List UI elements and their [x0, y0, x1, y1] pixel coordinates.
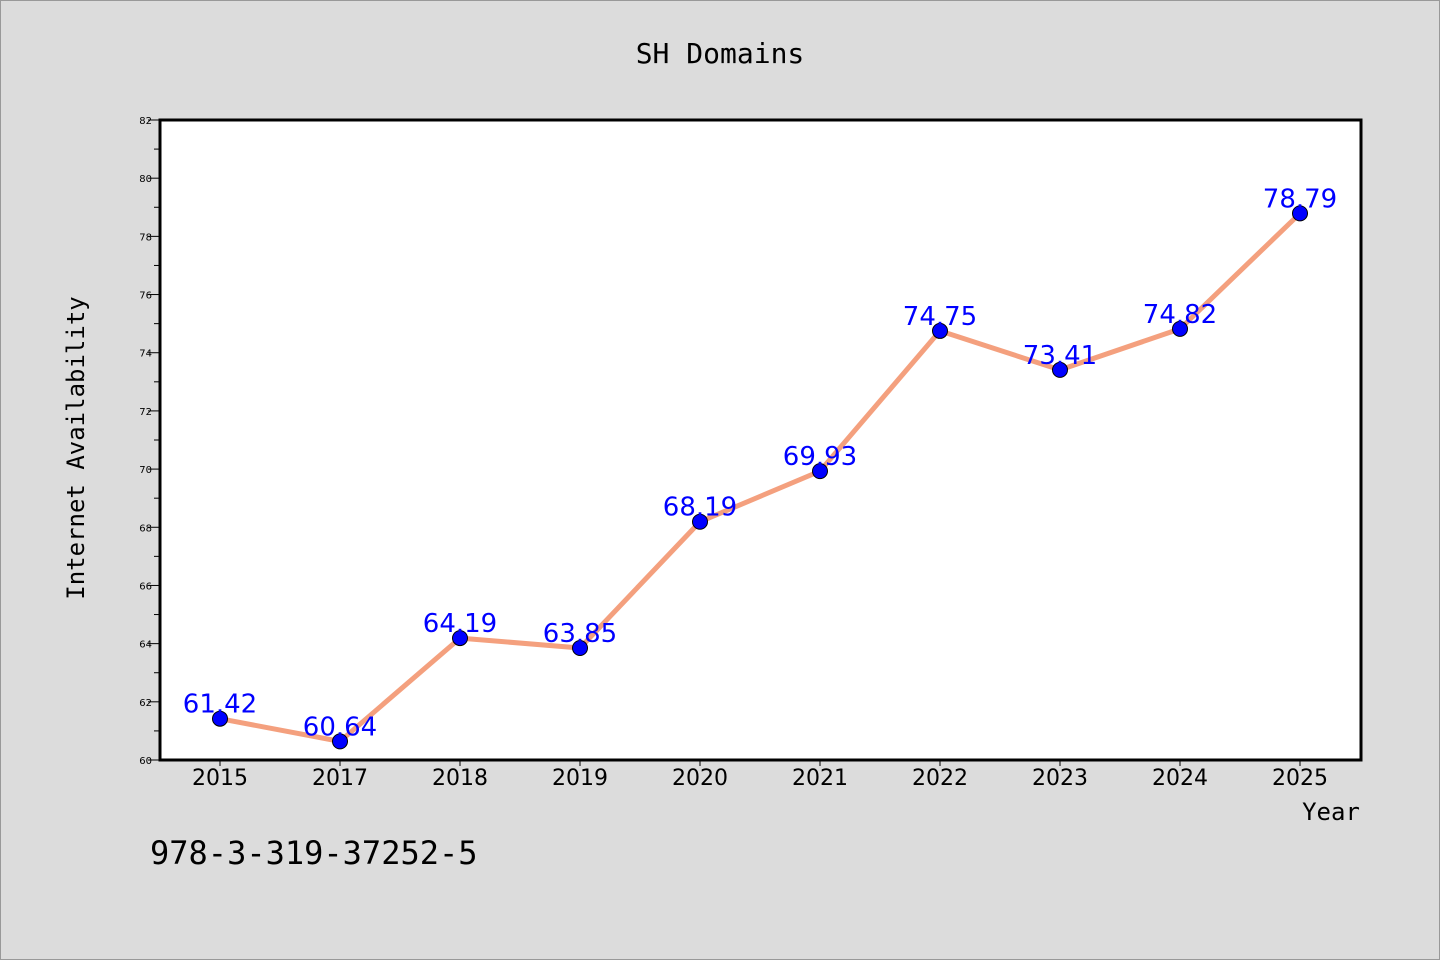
data-point-marker [1052, 361, 1068, 378]
x-tick-label: 2018 [432, 766, 488, 791]
data-point-marker [932, 322, 948, 339]
data-point-marker [212, 710, 228, 727]
data-point-marker [812, 463, 828, 480]
x-tick-label: 2020 [672, 766, 728, 791]
x-tick-label: 2025 [1272, 766, 1328, 791]
data-point-label: 61.42 [183, 690, 257, 720]
data-point-label: 68.19 [663, 493, 737, 523]
series-line-path [217, 210, 1303, 744]
data-point-marker [452, 630, 468, 647]
y-tick-label: 82 [139, 116, 152, 127]
plot-area [158, 118, 1363, 762]
y-axis-label: Internet Availability [62, 296, 90, 599]
y-tick-label: 74 [139, 349, 152, 360]
y-tick-label: 80 [139, 174, 152, 185]
data-point-marker [572, 640, 588, 656]
data-point-label: 69.93 [783, 442, 857, 472]
data-point-label: 73.41 [1023, 341, 1097, 371]
y-tick-label: 76 [139, 291, 152, 302]
y-tick-label: 64 [139, 640, 152, 651]
y-tick-label: 62 [139, 698, 152, 709]
x-tick-label: 2024 [1152, 766, 1208, 791]
isbn-annotation: 978-3-319-37252-5 [150, 834, 478, 872]
data-point-label: 74.82 [1143, 300, 1217, 330]
data-point-label: 74.75 [903, 302, 977, 332]
x-tick-label: 2017 [312, 766, 368, 791]
x-tick-label: 2021 [792, 766, 848, 791]
x-tick-label: 2015 [192, 766, 248, 791]
x-axis-label: Year [1302, 798, 1360, 826]
chart-title: SH Domains [636, 37, 805, 70]
y-tick-label: 60 [139, 756, 152, 767]
x-tick-label: 2023 [1032, 766, 1088, 791]
data-point-marker [1292, 205, 1308, 222]
y-tick-label: 72 [139, 407, 152, 418]
data-point-label: 78.79 [1263, 184, 1337, 214]
data-point-label: 60.64 [303, 712, 377, 742]
y-tick-label: 70 [139, 465, 152, 476]
data-point-marker [692, 513, 708, 530]
data-point-marker [1172, 320, 1188, 337]
x-tick-label: 2019 [552, 766, 608, 791]
data-point-marker [332, 733, 348, 750]
x-axis: 2015 2017 2018 2019 2020 2021 2022 2023 2024 2025 [192, 760, 1328, 791]
data-point-label: 63.85 [543, 619, 617, 649]
y-tick-label: 66 [139, 581, 152, 592]
series-line: 61.42 60.64 64.19 63.85 68.19 69.93 74.75 73.41… [183, 184, 1337, 750]
y-tick-label: 68 [139, 523, 152, 534]
data-point-label: 64.19 [423, 609, 497, 639]
y-axis: 60 62 64 66 68 70 72 74 76 78 80 82 [139, 116, 160, 767]
x-tick-label: 2022 [912, 766, 968, 791]
y-tick-label: 78 [139, 232, 152, 243]
